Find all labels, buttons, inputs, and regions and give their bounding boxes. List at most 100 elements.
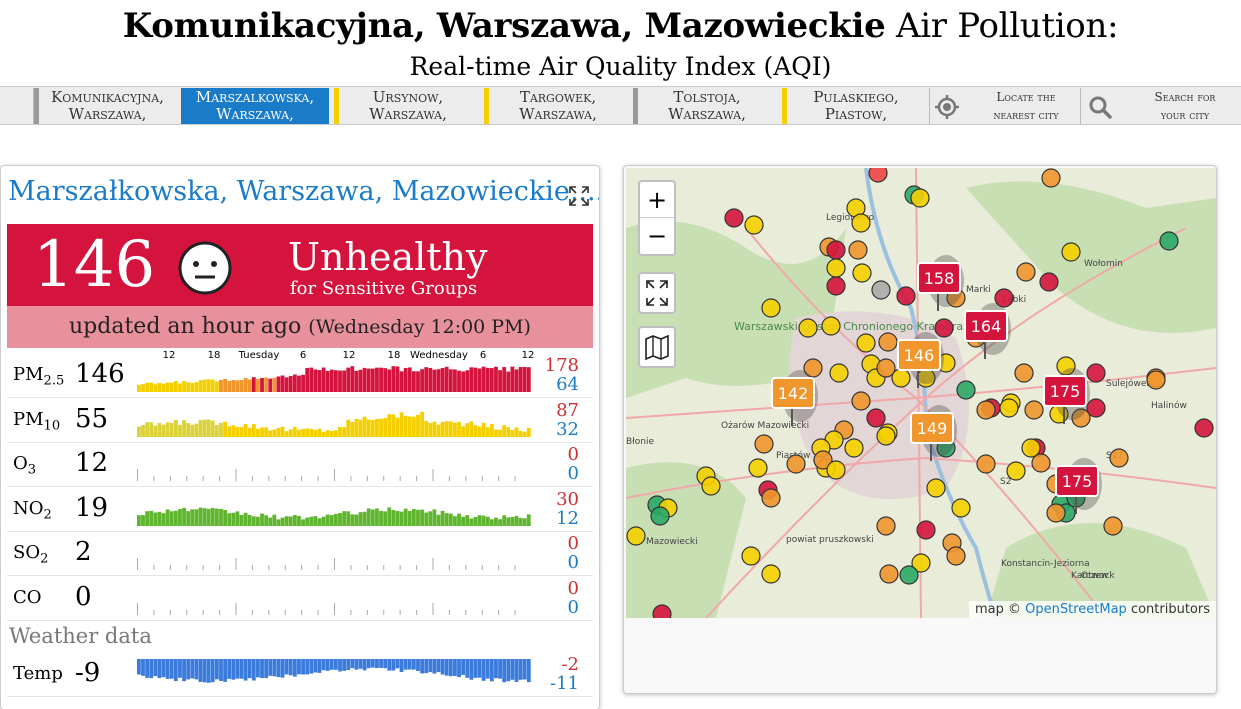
station-marker[interactable]	[803, 358, 823, 378]
station-marker[interactable]	[910, 188, 930, 208]
station-marker[interactable]	[871, 280, 891, 300]
station-marker[interactable]	[926, 478, 946, 498]
station-marker[interactable]	[786, 454, 806, 474]
station-marker[interactable]	[724, 208, 744, 228]
station-marker[interactable]	[956, 380, 976, 400]
nav-station-4[interactable]: Tolstoja, Warszawa,	[633, 88, 781, 124]
station-marker[interactable]	[879, 564, 899, 584]
aqi-badge-marker[interactable]: 164	[964, 303, 1011, 359]
pollutant-sparkline[interactable]	[137, 360, 531, 392]
nav-station-2[interactable]: Ursynow, Warszawa,	[334, 88, 482, 124]
station-marker[interactable]	[876, 358, 896, 378]
station-marker[interactable]	[876, 516, 896, 536]
openstreetmap-link[interactable]: OpenStreetMap	[1025, 602, 1127, 617]
station-marker[interactable]	[999, 398, 1019, 418]
pollutant-row[interactable]: Temp -9 -2 -11	[7, 653, 593, 697]
aqi-badge-marker[interactable]: 175	[1055, 458, 1102, 514]
station-marker[interactable]	[1016, 262, 1036, 282]
station-marker[interactable]	[829, 363, 849, 383]
nav-station-1[interactable]: Marszalkowska, Warszawa,	[181, 88, 329, 124]
fullscreen-button[interactable]	[638, 272, 676, 314]
aqi-badge-marker[interactable]: 142	[771, 370, 818, 426]
station-marker[interactable]	[1194, 418, 1214, 438]
station-marker[interactable]	[891, 368, 911, 388]
station-marker[interactable]	[826, 240, 846, 260]
station-marker[interactable]	[878, 332, 898, 352]
station-marker[interactable]	[851, 391, 871, 411]
pollutant-row[interactable]: CO 0 0 0	[7, 577, 593, 621]
station-marker[interactable]	[1014, 363, 1034, 383]
nav-station-3[interactable]: Targowek, Warszawa,	[484, 88, 632, 124]
aqi-badge-marker[interactable]: 158	[917, 255, 964, 311]
station-marker[interactable]	[946, 546, 966, 566]
zoom-out-button[interactable]: −	[646, 222, 668, 250]
station-marker[interactable]	[1086, 363, 1106, 383]
station-marker[interactable]	[1021, 438, 1041, 458]
station-marker[interactable]	[761, 298, 781, 318]
pollutant-sparkline[interactable]	[137, 405, 531, 437]
map-layers-button[interactable]	[638, 326, 676, 368]
station-marker[interactable]	[866, 408, 886, 428]
station-marker[interactable]	[852, 263, 872, 283]
station-marker[interactable]	[951, 498, 971, 518]
station-marker[interactable]	[626, 526, 646, 546]
station-marker[interactable]	[899, 565, 919, 585]
pollutant-sparkline[interactable]	[137, 494, 531, 526]
station-marker[interactable]	[848, 240, 868, 260]
station-marker[interactable]	[1103, 516, 1123, 536]
station-marker[interactable]	[821, 316, 841, 336]
expand-icon[interactable]	[567, 184, 591, 208]
station-marker[interactable]	[976, 454, 996, 474]
station-marker[interactable]	[1061, 242, 1081, 262]
station-marker[interactable]	[701, 476, 721, 496]
station-marker[interactable]	[911, 553, 931, 573]
pollutant-sparkline[interactable]	[137, 659, 531, 691]
pollutant-row[interactable]: PM10 55 87 32	[7, 399, 593, 443]
station-marker[interactable]	[876, 426, 896, 446]
pollutant-sparkline[interactable]	[137, 449, 531, 481]
pollutant-row[interactable]: O3 12 0 0	[7, 443, 593, 487]
station-marker[interactable]	[748, 458, 768, 478]
station-marker[interactable]	[1086, 398, 1106, 418]
station-marker[interactable]	[1146, 370, 1166, 390]
station-marker[interactable]	[844, 438, 864, 458]
station-marker[interactable]	[976, 400, 996, 420]
nav-station-5[interactable]: Pulaskiego, Piastow,	[782, 88, 930, 124]
pollutant-row[interactable]: PM2.5 146 178 64	[7, 354, 593, 398]
aqi-map[interactable]: Legionowo Marki Ząbki Wołomin Sulejówek Halin…	[626, 168, 1216, 618]
station-marker[interactable]	[1109, 448, 1129, 468]
station-marker[interactable]	[761, 488, 781, 508]
station-marker[interactable]	[798, 318, 818, 338]
station-marker[interactable]	[851, 213, 871, 233]
station-title[interactable]: Marszałkowska, Warszawa, Mazowieckie,...	[8, 176, 600, 207]
station-marker[interactable]	[1046, 503, 1066, 523]
station-marker[interactable]	[826, 258, 846, 278]
station-marker[interactable]	[650, 506, 670, 526]
pollutant-row[interactable]: SO2 2 0 0	[7, 532, 593, 576]
pollutant-sparkline[interactable]	[137, 538, 531, 570]
station-marker[interactable]	[856, 333, 876, 353]
station-marker[interactable]	[896, 286, 916, 306]
station-marker[interactable]	[1159, 231, 1179, 251]
station-marker[interactable]	[826, 460, 846, 480]
locate-nearest-city-button[interactable]: Locate the nearest city	[930, 88, 1080, 124]
station-marker[interactable]	[1006, 461, 1026, 481]
aqi-badge-marker[interactable]: 146	[897, 332, 944, 388]
station-marker[interactable]	[744, 215, 764, 235]
pollutant-row[interactable]: NO2 19 30 12	[7, 488, 593, 532]
station-marker[interactable]	[934, 318, 954, 338]
station-marker[interactable]	[1039, 272, 1059, 292]
station-marker[interactable]	[652, 604, 672, 618]
map-canvas[interactable]: Legionowo Marki Ząbki Wołomin Sulejówek Halin…	[626, 168, 1216, 618]
search-city-button[interactable]: Search for your city	[1081, 88, 1241, 124]
station-marker[interactable]	[1024, 400, 1044, 420]
aqi-badge-marker[interactable]: 149	[910, 405, 957, 461]
station-marker[interactable]	[761, 564, 781, 584]
station-marker[interactable]	[741, 546, 761, 566]
station-marker[interactable]	[1071, 408, 1091, 428]
station-marker[interactable]	[868, 168, 888, 183]
pollutant-sparkline[interactable]	[137, 583, 531, 615]
station-marker[interactable]	[1031, 453, 1051, 473]
station-marker[interactable]	[916, 520, 936, 540]
aqi-badge-marker[interactable]: 175	[1043, 368, 1090, 424]
